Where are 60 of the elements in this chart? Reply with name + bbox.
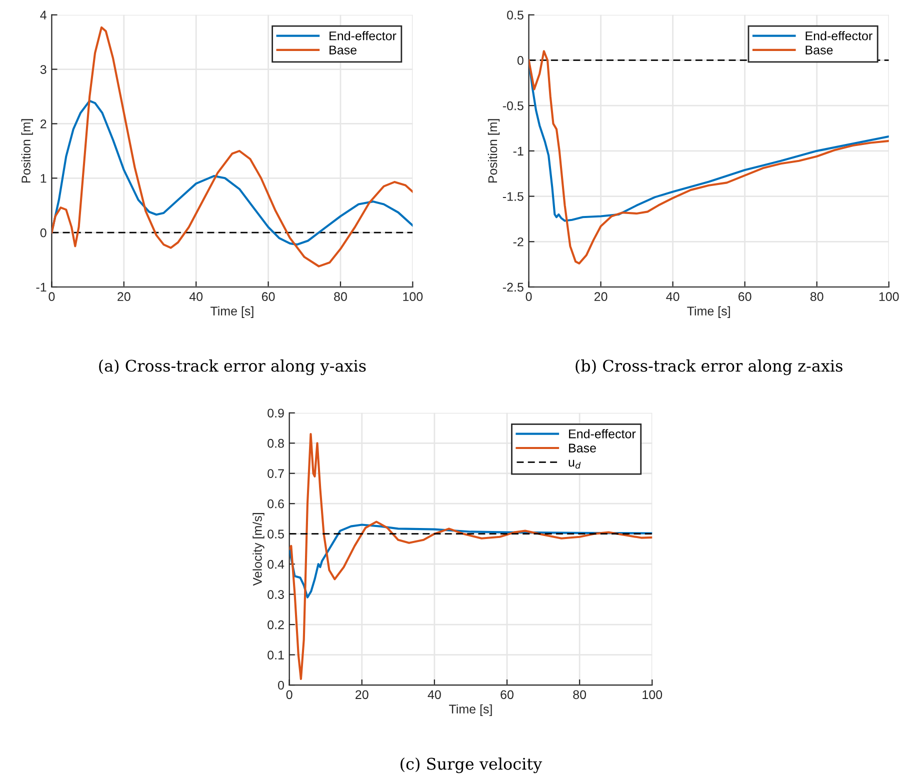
y-tick-label: 0.2 <box>268 620 284 630</box>
y-tick-label: 0 <box>278 680 284 690</box>
x-tick-label: 20 <box>356 690 368 700</box>
y-tick-label: 0.4 <box>268 560 284 569</box>
x-tick-label: 80 <box>573 690 586 700</box>
legend-label: End-effector <box>569 429 636 438</box>
legend-label: End-effector <box>330 31 396 40</box>
y-tick-label: 0.8 <box>268 438 284 448</box>
y-tick-label: -2.5 <box>502 282 524 292</box>
x-axis-title: Time [s] <box>210 306 254 318</box>
y-tick-label: 0.5 <box>507 10 524 20</box>
y-tick-label: 0 <box>517 56 524 65</box>
x-tick-label: 20 <box>118 292 130 302</box>
x-tick-label: 60 <box>262 292 275 302</box>
text: (a) Cross-track error along y-axis <box>99 359 366 376</box>
y-tick-label: 0.1 <box>268 650 284 660</box>
x-tick-label: 60 <box>500 690 514 700</box>
line-series <box>52 100 413 246</box>
text: (c) Surge velocity <box>400 757 542 774</box>
legend-label: u$_{d}$ <box>568 460 581 469</box>
legend-label: Base <box>806 46 833 54</box>
y-tick-label: -2 <box>513 237 524 246</box>
y-tick-label: 0 <box>40 228 46 238</box>
x-tick-label: 0 <box>48 292 55 302</box>
x-tick-label: 80 <box>334 292 347 302</box>
legend-label: Base <box>569 444 596 452</box>
x-tick-label: 100 <box>642 690 662 700</box>
y-tick-label: 1 <box>40 174 46 183</box>
x-tick-label: 0 <box>286 690 292 700</box>
y-tick-label: 2 <box>40 120 46 128</box>
y-tick-label: -0.5 <box>502 101 524 110</box>
y-tick-label: 0.5 <box>268 530 284 538</box>
x-axis-title: Time [s] <box>687 306 730 318</box>
x-tick-label: 100 <box>403 292 423 302</box>
y-tick-label: 0.9 <box>268 408 284 418</box>
x-tick-label: 0 <box>526 292 532 302</box>
x-tick-label: 100 <box>879 292 899 302</box>
y-tick-label: -1 <box>513 146 524 156</box>
x-tick-label: 40 <box>189 292 203 302</box>
text: (b) Cross-track error along z-axis <box>576 359 842 376</box>
y-tick-label: -1 <box>36 282 46 292</box>
y-tick-label: 3 <box>40 65 46 74</box>
line-series <box>52 26 413 268</box>
line-series <box>289 524 652 598</box>
y-tick-label: 0.7 <box>268 469 284 478</box>
y-axis-title: Velocity [m/s] <box>252 513 264 586</box>
y-tick-label: 0.6 <box>268 499 284 508</box>
x-tick-label: 60 <box>738 292 752 302</box>
y-axis-title: Position [m] <box>21 119 33 183</box>
y-tick-label: -1.5 <box>502 192 524 201</box>
y-tick-label: 0.3 <box>268 590 284 599</box>
y-tick-label: 4 <box>40 10 46 20</box>
x-tick-label: 20 <box>594 292 608 302</box>
legend-label: End-effector <box>806 31 872 40</box>
x-tick-label: 40 <box>666 292 680 302</box>
x-axis-title: Time [s] <box>449 704 492 716</box>
y-axis-title: Position [m] <box>488 119 500 183</box>
legend-label: Base <box>330 46 357 54</box>
x-tick-label: 80 <box>810 292 824 302</box>
x-tick-label: 40 <box>428 690 441 700</box>
